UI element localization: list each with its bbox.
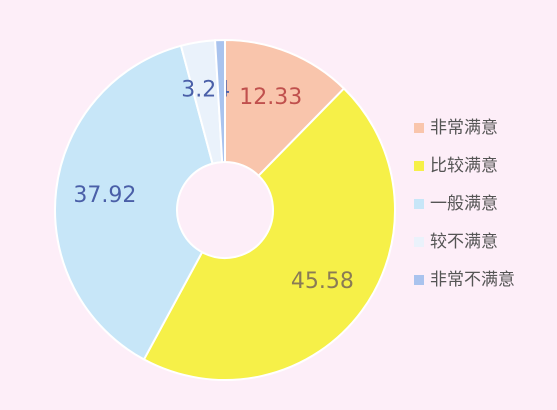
pie-slice bbox=[224, 38, 346, 178]
legend-swatch bbox=[414, 161, 424, 171]
legend-swatch bbox=[414, 275, 424, 285]
legend-swatch bbox=[414, 123, 424, 133]
legend-label: 较不满意 bbox=[430, 232, 498, 252]
legend-label: 非常不满意 bbox=[430, 270, 515, 290]
legend-label: 比较满意 bbox=[430, 156, 498, 176]
data-label: 12.33 bbox=[239, 85, 302, 110]
pie-slice bbox=[142, 87, 396, 381]
pie-slice bbox=[214, 38, 226, 164]
legend-swatch bbox=[414, 199, 424, 209]
legend-label: 非常满意 bbox=[430, 118, 498, 138]
legend-swatch bbox=[414, 237, 424, 247]
pie-slice bbox=[54, 44, 214, 361]
data-label: 45.58 bbox=[291, 269, 354, 294]
legend-label: 一般满意 bbox=[430, 194, 498, 214]
data-label: 37.92 bbox=[73, 183, 136, 208]
